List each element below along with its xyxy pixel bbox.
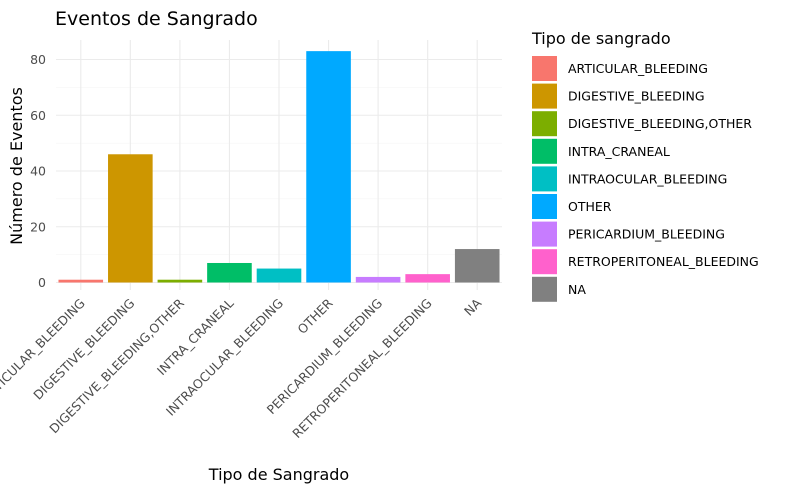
y-tick-label: 40 — [30, 164, 46, 179]
x-tick-label: DIGESTIVE_BLEEDING — [30, 296, 137, 403]
legend-label: INTRAOCULAR_BLEEDING — [568, 171, 727, 186]
y-tick-label: 80 — [30, 52, 46, 67]
bar-na — [454, 249, 500, 283]
legend-swatch — [532, 194, 557, 219]
legend-label: RETROPERITONEAL_BLEEDING — [568, 254, 759, 269]
legend-label: NA — [568, 282, 586, 297]
legend-title: Tipo de sangrado — [531, 29, 671, 48]
y-axis-ticks: 0 20 40 60 80 — [30, 52, 46, 290]
legend-swatch — [532, 221, 557, 247]
legend-label: OTHER — [568, 199, 612, 214]
x-axis-title: Tipo de Sangrado — [208, 465, 349, 484]
legend-swatch — [532, 166, 557, 192]
legend-swatch — [532, 138, 557, 164]
legend-swatch — [532, 83, 557, 109]
x-tick-label: OTHER — [294, 295, 336, 337]
legend-label: ARTICULAR_BLEEDING — [568, 61, 708, 76]
y-tick-label: 60 — [30, 108, 46, 123]
x-tick-label: NA — [461, 295, 485, 319]
bar-digestive-bleeding-other — [157, 279, 203, 283]
bar-other — [306, 51, 351, 283]
legend-label: DIGESTIVE_BLEEDING,OTHER — [568, 116, 752, 131]
bar-intra-craneal — [207, 262, 252, 283]
bar-digestive-bleeding — [108, 154, 153, 283]
chart-title: Eventos de Sangrado — [55, 8, 258, 30]
bar-articular-bleeding — [58, 279, 104, 283]
legend-label: INTRA_CRANEAL — [568, 144, 670, 159]
bars — [58, 51, 500, 283]
legend-swatch — [532, 249, 557, 275]
bar-retroperitoneal-bleeding — [405, 274, 450, 283]
legend-label: PERICARDIUM_BLEEDING — [568, 227, 725, 242]
bar-pericardium-bleeding — [355, 276, 401, 283]
legend-swatch — [532, 111, 557, 137]
legend: ARTICULAR_BLEEDING DIGESTIVE_BLEEDING DIGE… — [532, 56, 759, 302]
legend-swatch — [532, 56, 557, 81]
x-axis-ticks: ARTICULAR_BLEEDINGDIGESTIVE_BLEEDINGDIGE… — [0, 295, 485, 441]
y-axis-title: Número de Eventos — [7, 87, 26, 245]
legend-swatch — [532, 276, 557, 302]
legend-label: DIGESTIVE_BLEEDING — [568, 89, 705, 104]
y-tick-label: 0 — [38, 275, 46, 290]
bar-intraocular-bleeding — [256, 268, 302, 283]
y-tick-label: 20 — [30, 219, 46, 234]
